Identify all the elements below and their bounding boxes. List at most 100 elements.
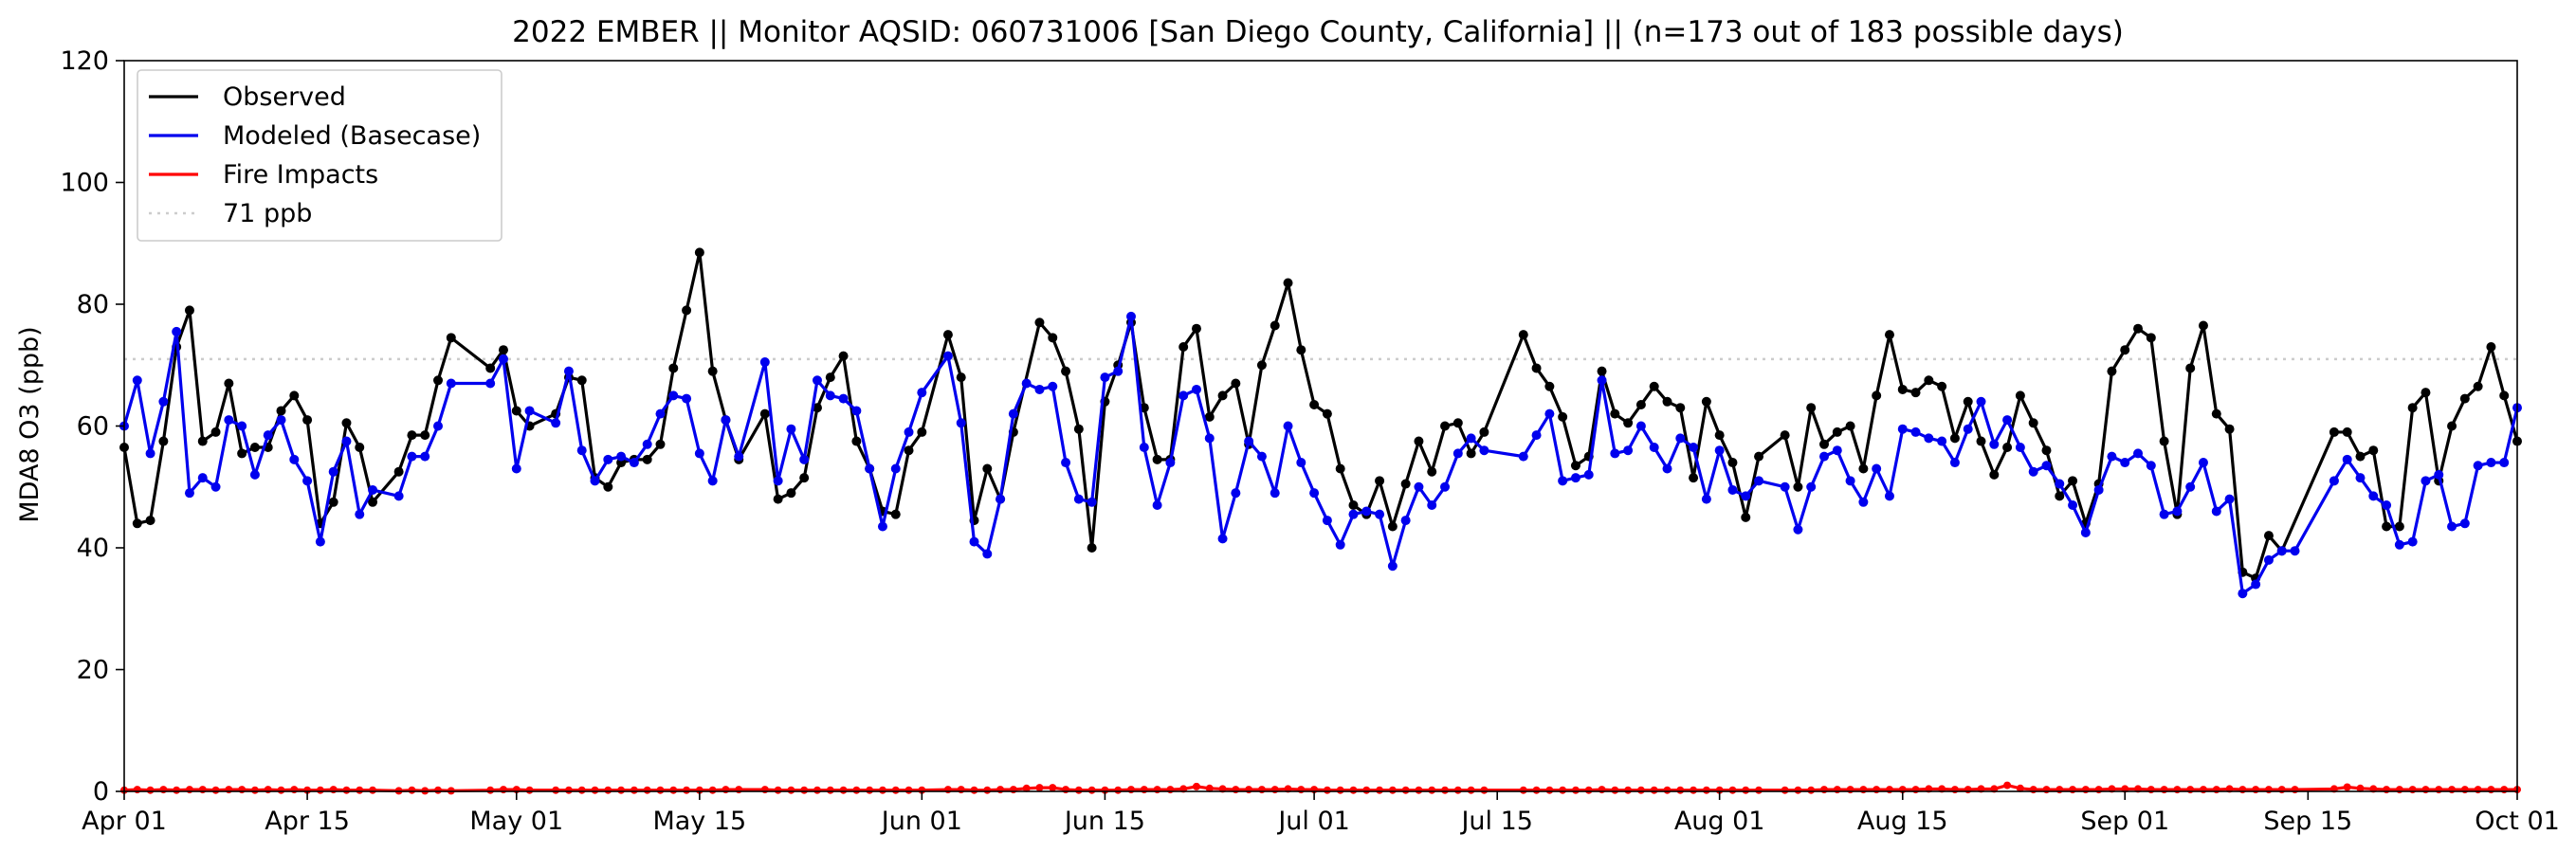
data-point-1-127 (1897, 424, 1908, 434)
data-point-1-167 (2447, 521, 2457, 532)
data-point-1-114 (1714, 445, 1725, 456)
data-point-2-3 (159, 786, 168, 794)
data-point-1-1 (132, 375, 142, 386)
data-point-0-144 (2133, 323, 2144, 334)
data-point-2-146 (2147, 786, 2155, 794)
data-point-2-124 (1859, 786, 1868, 794)
data-point-0-56 (917, 426, 927, 437)
data-point-0-48 (812, 403, 822, 413)
data-point-0-111 (1689, 473, 1699, 483)
data-point-1-59 (969, 536, 979, 547)
data-point-1-110 (1662, 463, 1672, 474)
data-point-0-39 (682, 305, 692, 316)
data-point-0-24 (446, 333, 456, 343)
data-point-0-41 (707, 366, 718, 376)
data-point-0-117 (1780, 430, 1790, 441)
data-point-0-75 (1191, 323, 1201, 334)
data-point-0-157 (2342, 426, 2352, 437)
data-point-2-160 (2356, 784, 2365, 792)
data-point-1-76 (1191, 384, 1201, 394)
data-point-0-45 (773, 494, 783, 504)
data-point-1-143 (2107, 451, 2117, 462)
data-point-0-106 (1623, 418, 1634, 428)
data-point-0-123 (1858, 463, 1869, 474)
data-point-1-25 (485, 378, 496, 389)
data-point-1-40 (694, 448, 704, 459)
data-point-0-161 (2394, 521, 2404, 532)
data-point-0-107 (1635, 400, 1646, 410)
data-point-1-81 (1256, 451, 1267, 462)
data-point-2-72 (1140, 786, 1148, 794)
data-point-2-107 (1624, 786, 1633, 794)
data-point-1-128 (1910, 426, 1921, 437)
data-point-0-120 (1819, 439, 1830, 449)
plot-area: 0 20 40 60 80 100 120 Apr 01 Apr 15 May 01 May 15 J… (60, 46, 2559, 836)
data-point-1-121 (1819, 451, 1830, 462)
data-point-2-139 (2055, 786, 2064, 794)
data-point-1-106 (1610, 448, 1620, 459)
data-point-1-95 (1440, 481, 1451, 492)
data-point-0-166 (2459, 393, 2470, 404)
data-point-0-9 (237, 448, 247, 459)
data-point-2-120 (1807, 786, 1816, 794)
data-point-1-39 (682, 393, 692, 404)
data-point-0-83 (1296, 345, 1306, 355)
x-tick-label: Jun 01 (880, 807, 962, 836)
data-point-1-168 (2459, 518, 2470, 529)
data-point-0-162 (2407, 403, 2418, 413)
legend-label-1: Modeled (Basecase) (223, 121, 481, 151)
data-point-0-19 (368, 497, 378, 507)
data-point-0-134 (2002, 442, 2013, 452)
data-point-1-140 (2068, 500, 2078, 511)
data-point-0-143 (2120, 345, 2130, 355)
data-point-2-116 (1742, 786, 1750, 794)
data-point-2-57 (943, 786, 952, 794)
data-point-1-4 (172, 326, 182, 336)
legend-label-3: 71 ppb (223, 199, 312, 228)
data-point-2-19 (369, 786, 377, 794)
data-point-1-91 (1387, 561, 1398, 572)
data-point-2-2 (146, 786, 155, 794)
data-point-2-136 (2016, 784, 2024, 792)
data-point-0-22 (420, 430, 430, 441)
data-point-1-75 (1178, 390, 1189, 401)
data-point-2-125 (1873, 786, 1881, 794)
data-point-1-147 (2159, 509, 2169, 519)
data-point-1-130 (1937, 436, 1947, 446)
data-point-0-138 (2055, 491, 2065, 501)
data-point-2-65 (1049, 784, 1057, 792)
data-point-2-77 (1205, 784, 1214, 792)
data-point-0-81 (1270, 320, 1280, 331)
data-point-0-131 (1963, 396, 1973, 407)
data-point-1-34 (616, 451, 627, 462)
y-axis-label: MDA8 O3 (ppb) (15, 326, 45, 522)
data-point-2-74 (1166, 786, 1175, 794)
data-point-2-150 (2199, 786, 2207, 794)
data-point-2-73 (1153, 786, 1161, 794)
data-point-0-93 (1427, 466, 1437, 477)
data-point-0-127 (1910, 388, 1921, 398)
data-point-2-95 (1441, 786, 1450, 794)
data-point-0-112 (1701, 396, 1711, 407)
data-point-1-120 (1806, 481, 1817, 492)
data-point-0-74 (1178, 341, 1189, 352)
data-point-1-55 (904, 426, 914, 437)
data-point-1-160 (2355, 473, 2366, 483)
data-point-1-169 (2473, 461, 2483, 471)
data-point-2-13 (290, 786, 299, 794)
data-point-1-104 (1583, 469, 1594, 480)
data-point-2-164 (2408, 786, 2417, 794)
data-point-0-165 (2447, 421, 2457, 431)
data-point-2-66 (1062, 786, 1070, 794)
data-point-1-136 (2015, 442, 2025, 452)
data-point-1-118 (1780, 481, 1790, 492)
data-point-0-6 (197, 436, 208, 446)
data-point-1-17 (341, 436, 352, 446)
data-point-2-108 (1636, 786, 1645, 794)
data-point-0-90 (1387, 521, 1398, 532)
data-point-1-148 (2172, 506, 2183, 517)
data-point-1-10 (249, 469, 260, 480)
data-point-0-156 (2329, 426, 2339, 437)
data-point-0-50 (838, 351, 849, 361)
data-point-2-123 (1846, 786, 1854, 794)
